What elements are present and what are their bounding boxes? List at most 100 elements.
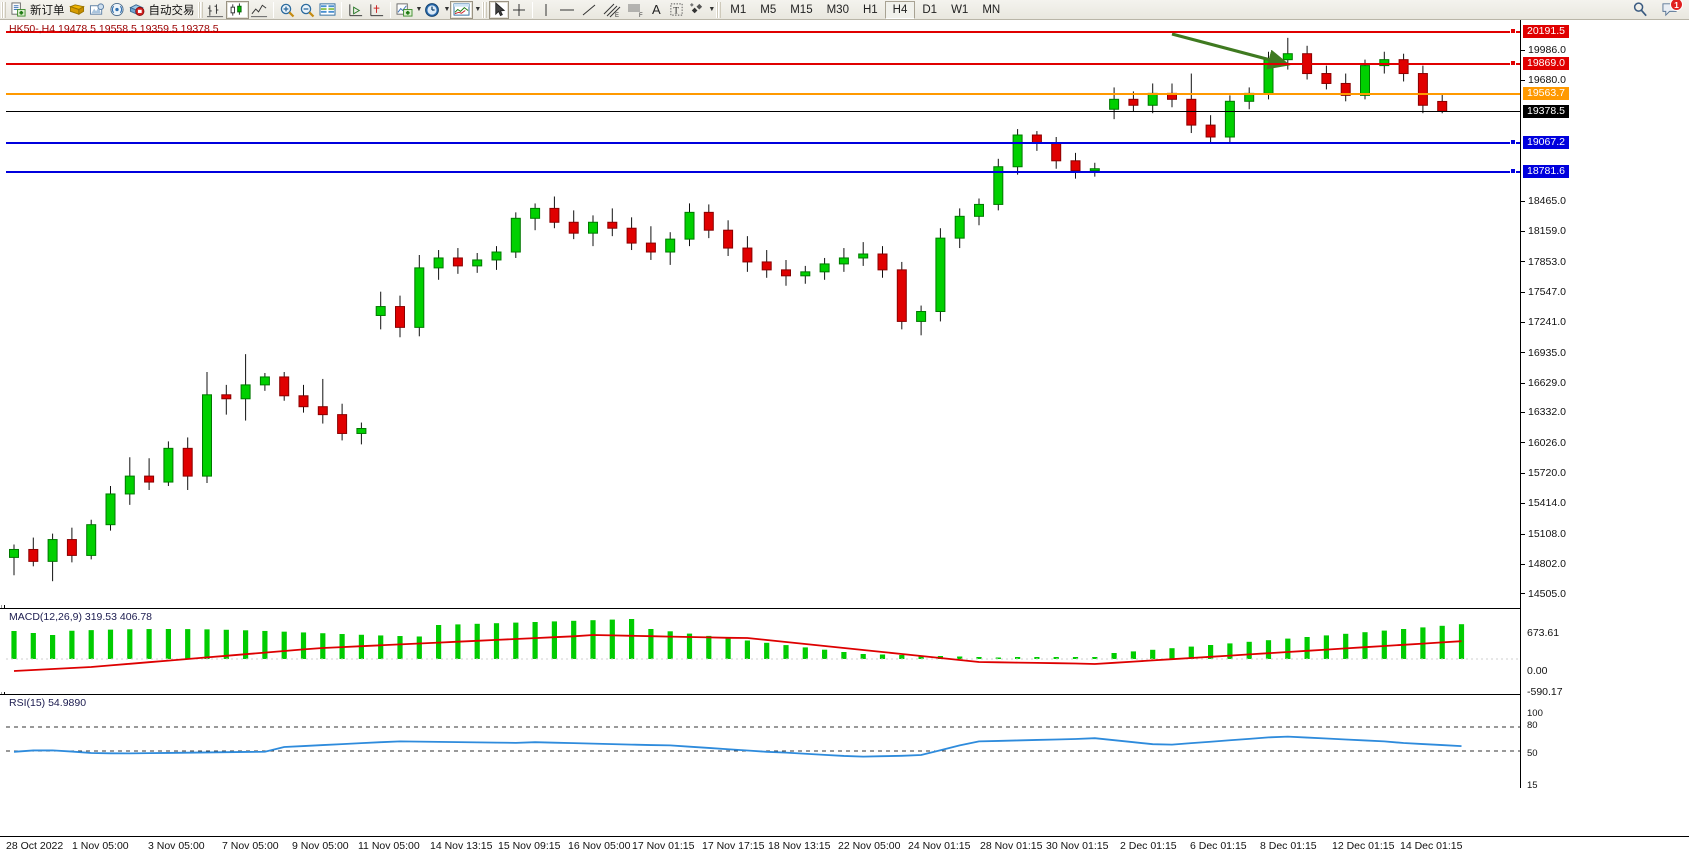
macd-histogram-bar: [609, 619, 615, 659]
chevron-down-icon-shapes[interactable]: ▼: [708, 6, 716, 13]
new-order-button[interactable]: [8, 1, 28, 19]
terminal-icon[interactable]: [87, 1, 107, 19]
bar-chart-icon[interactable]: [205, 1, 226, 19]
chart-area[interactable]: ▼ HK50-,H4 19478.5 19558.5 19359.5 19378…: [0, 20, 1689, 856]
price-level-pill-last-price[interactable]: 19378.5: [1523, 105, 1569, 119]
horizontal-line-icon[interactable]: [556, 1, 578, 19]
text-icon[interactable]: A: [651, 2, 661, 17]
candle: [86, 524, 97, 556]
signal-icon[interactable]: [107, 1, 127, 19]
macd-histogram-bar: [590, 620, 596, 659]
macd-histogram-bar: [1072, 657, 1079, 659]
price-axis-tick: 18159.0: [1521, 225, 1566, 237]
macd-histogram-bar: [1150, 649, 1156, 659]
price-plot-area[interactable]: [6, 20, 1520, 605]
cursor-icon[interactable]: [489, 0, 510, 19]
toolbar-grip-4[interactable]: [716, 1, 722, 18]
autotrading-label[interactable]: 自动交易: [148, 4, 195, 17]
rsi-axis-tick: 80: [1527, 720, 1538, 731]
macd-histogram-bar: [513, 622, 519, 659]
time-axis-label: 11 Nov 05:00: [358, 840, 420, 852]
macd-histogram-bar: [706, 635, 712, 659]
equidistant-channel-icon[interactable]: E: [600, 1, 624, 19]
macd-histogram-bar: [667, 631, 673, 659]
price-level-pill-support-upper[interactable]: 19067.2: [1523, 136, 1569, 150]
autotrading-icon[interactable]: [127, 1, 147, 19]
time-axis-label: 6 Dec 01:15: [1190, 840, 1247, 852]
template-icon[interactable]: [450, 0, 474, 19]
price-level-pill-mid-level[interactable]: 19563.7: [1523, 87, 1569, 100]
time-axis-label: 17 Nov 17:15: [702, 840, 765, 852]
candle: [684, 211, 695, 240]
timeframe-w1[interactable]: W1: [951, 3, 969, 16]
macd-histogram-bar: [107, 629, 114, 659]
add-indicator-icon[interactable]: [394, 1, 415, 19]
svg-text:T: T: [673, 6, 679, 16]
new-order-label[interactable]: 新订单: [30, 4, 65, 17]
timeframe-m1[interactable]: M1: [730, 3, 747, 16]
search-icon[interactable]: [1630, 1, 1651, 19]
price-axis-tick: 19986.0: [1521, 44, 1566, 56]
zoom-out-icon[interactable]: [297, 1, 317, 19]
macd-pane[interactable]: MACD(12,26,9) 319.53 406.78: [0, 608, 1689, 692]
price-level-pill-resistance-upper[interactable]: 20191.5: [1523, 24, 1569, 38]
down-trend-arrow: [1171, 32, 1291, 70]
candle: [1360, 65, 1370, 96]
price-axis-tick: 16629.0: [1521, 377, 1566, 389]
time-axis[interactable]: 28 Oct 2022 1 Nov 05:00 3 Nov 05:00 7 Nov 0…: [0, 836, 1689, 856]
candle: [105, 493, 116, 526]
data-window-icon[interactable]: [317, 1, 338, 19]
timeframe-m15[interactable]: M15: [790, 3, 813, 16]
price-axis[interactable]: 14505.0 14802.0 15108.0 15414.0 15720.0 16026…: [1520, 20, 1689, 791]
candle: [163, 447, 174, 483]
price-axis-tick: 14505.0: [1521, 588, 1566, 600]
candle: [819, 263, 830, 273]
macd-histogram-bar: [1208, 645, 1214, 659]
chevron-down-icon-periods[interactable]: ▼: [443, 6, 451, 13]
timeframe-h4[interactable]: H4: [884, 0, 916, 19]
timeframe-m30[interactable]: M30: [826, 3, 849, 16]
toolbar-grip-2[interactable]: [197, 1, 203, 18]
macd-histogram-bar: [223, 629, 229, 659]
price-level-pill-support-lower[interactable]: 18781.6: [1523, 164, 1569, 178]
price-pane[interactable]: HK50-,H4 19478.5 19558.5 19359.5 19378.5: [0, 20, 1689, 605]
vertical-line-icon[interactable]: [536, 1, 556, 19]
rsi-title-label: RSI(15) 54.9890: [9, 697, 87, 709]
trendline-icon[interactable]: [578, 1, 600, 19]
macd-histogram-bar: [1092, 657, 1098, 659]
timeframe-m5[interactable]: M5: [760, 3, 777, 16]
chevron-down-icon-templates[interactable]: ▼: [474, 6, 482, 13]
line-chart-icon[interactable]: [249, 1, 270, 19]
clock-icon[interactable]: [422, 1, 442, 19]
rsi-pane[interactable]: RSI(15) 54.9890: [0, 694, 1689, 788]
folder-icon[interactable]: [67, 1, 87, 19]
chevron-down-icon-indicators[interactable]: ▼: [415, 6, 423, 13]
zoom-in-icon[interactable]: [277, 1, 297, 19]
timeframe-d1[interactable]: D1: [922, 3, 938, 16]
timeframe-h1[interactable]: H1: [862, 3, 878, 16]
fibonacci-icon[interactable]: F: [624, 1, 646, 19]
macd-histogram-bar: [50, 635, 56, 659]
price-level-pill-resistance-lower[interactable]: 19869.0: [1523, 56, 1569, 70]
timeframe-mn[interactable]: MN: [982, 3, 1001, 16]
shapes-icon[interactable]: [686, 1, 707, 19]
candlestick-icon[interactable]: [225, 0, 249, 19]
toolbar-grip-1[interactable]: [1, 1, 6, 18]
notifications-icon[interactable]: 1: [1661, 0, 1683, 19]
candle: [47, 539, 58, 562]
auto-scroll-icon[interactable]: [345, 1, 366, 19]
toolbar-grip-3[interactable]: [482, 1, 488, 18]
candle: [1379, 59, 1390, 67]
chart-shift-icon[interactable]: [366, 1, 387, 19]
candle: [626, 227, 637, 244]
macd-histogram-bar: [802, 647, 808, 659]
toolbar-separator-1: [272, 1, 274, 18]
crosshair-icon[interactable]: [509, 1, 529, 19]
macd-axis-tick: 0.00: [1527, 665, 1548, 677]
macd-histogram-bar: [416, 636, 422, 659]
candle: [9, 548, 19, 558]
candle: [259, 376, 270, 386]
text-label-icon[interactable]: T: [666, 1, 686, 19]
candle: [221, 394, 232, 400]
macd-histogram-bar: [69, 630, 75, 659]
